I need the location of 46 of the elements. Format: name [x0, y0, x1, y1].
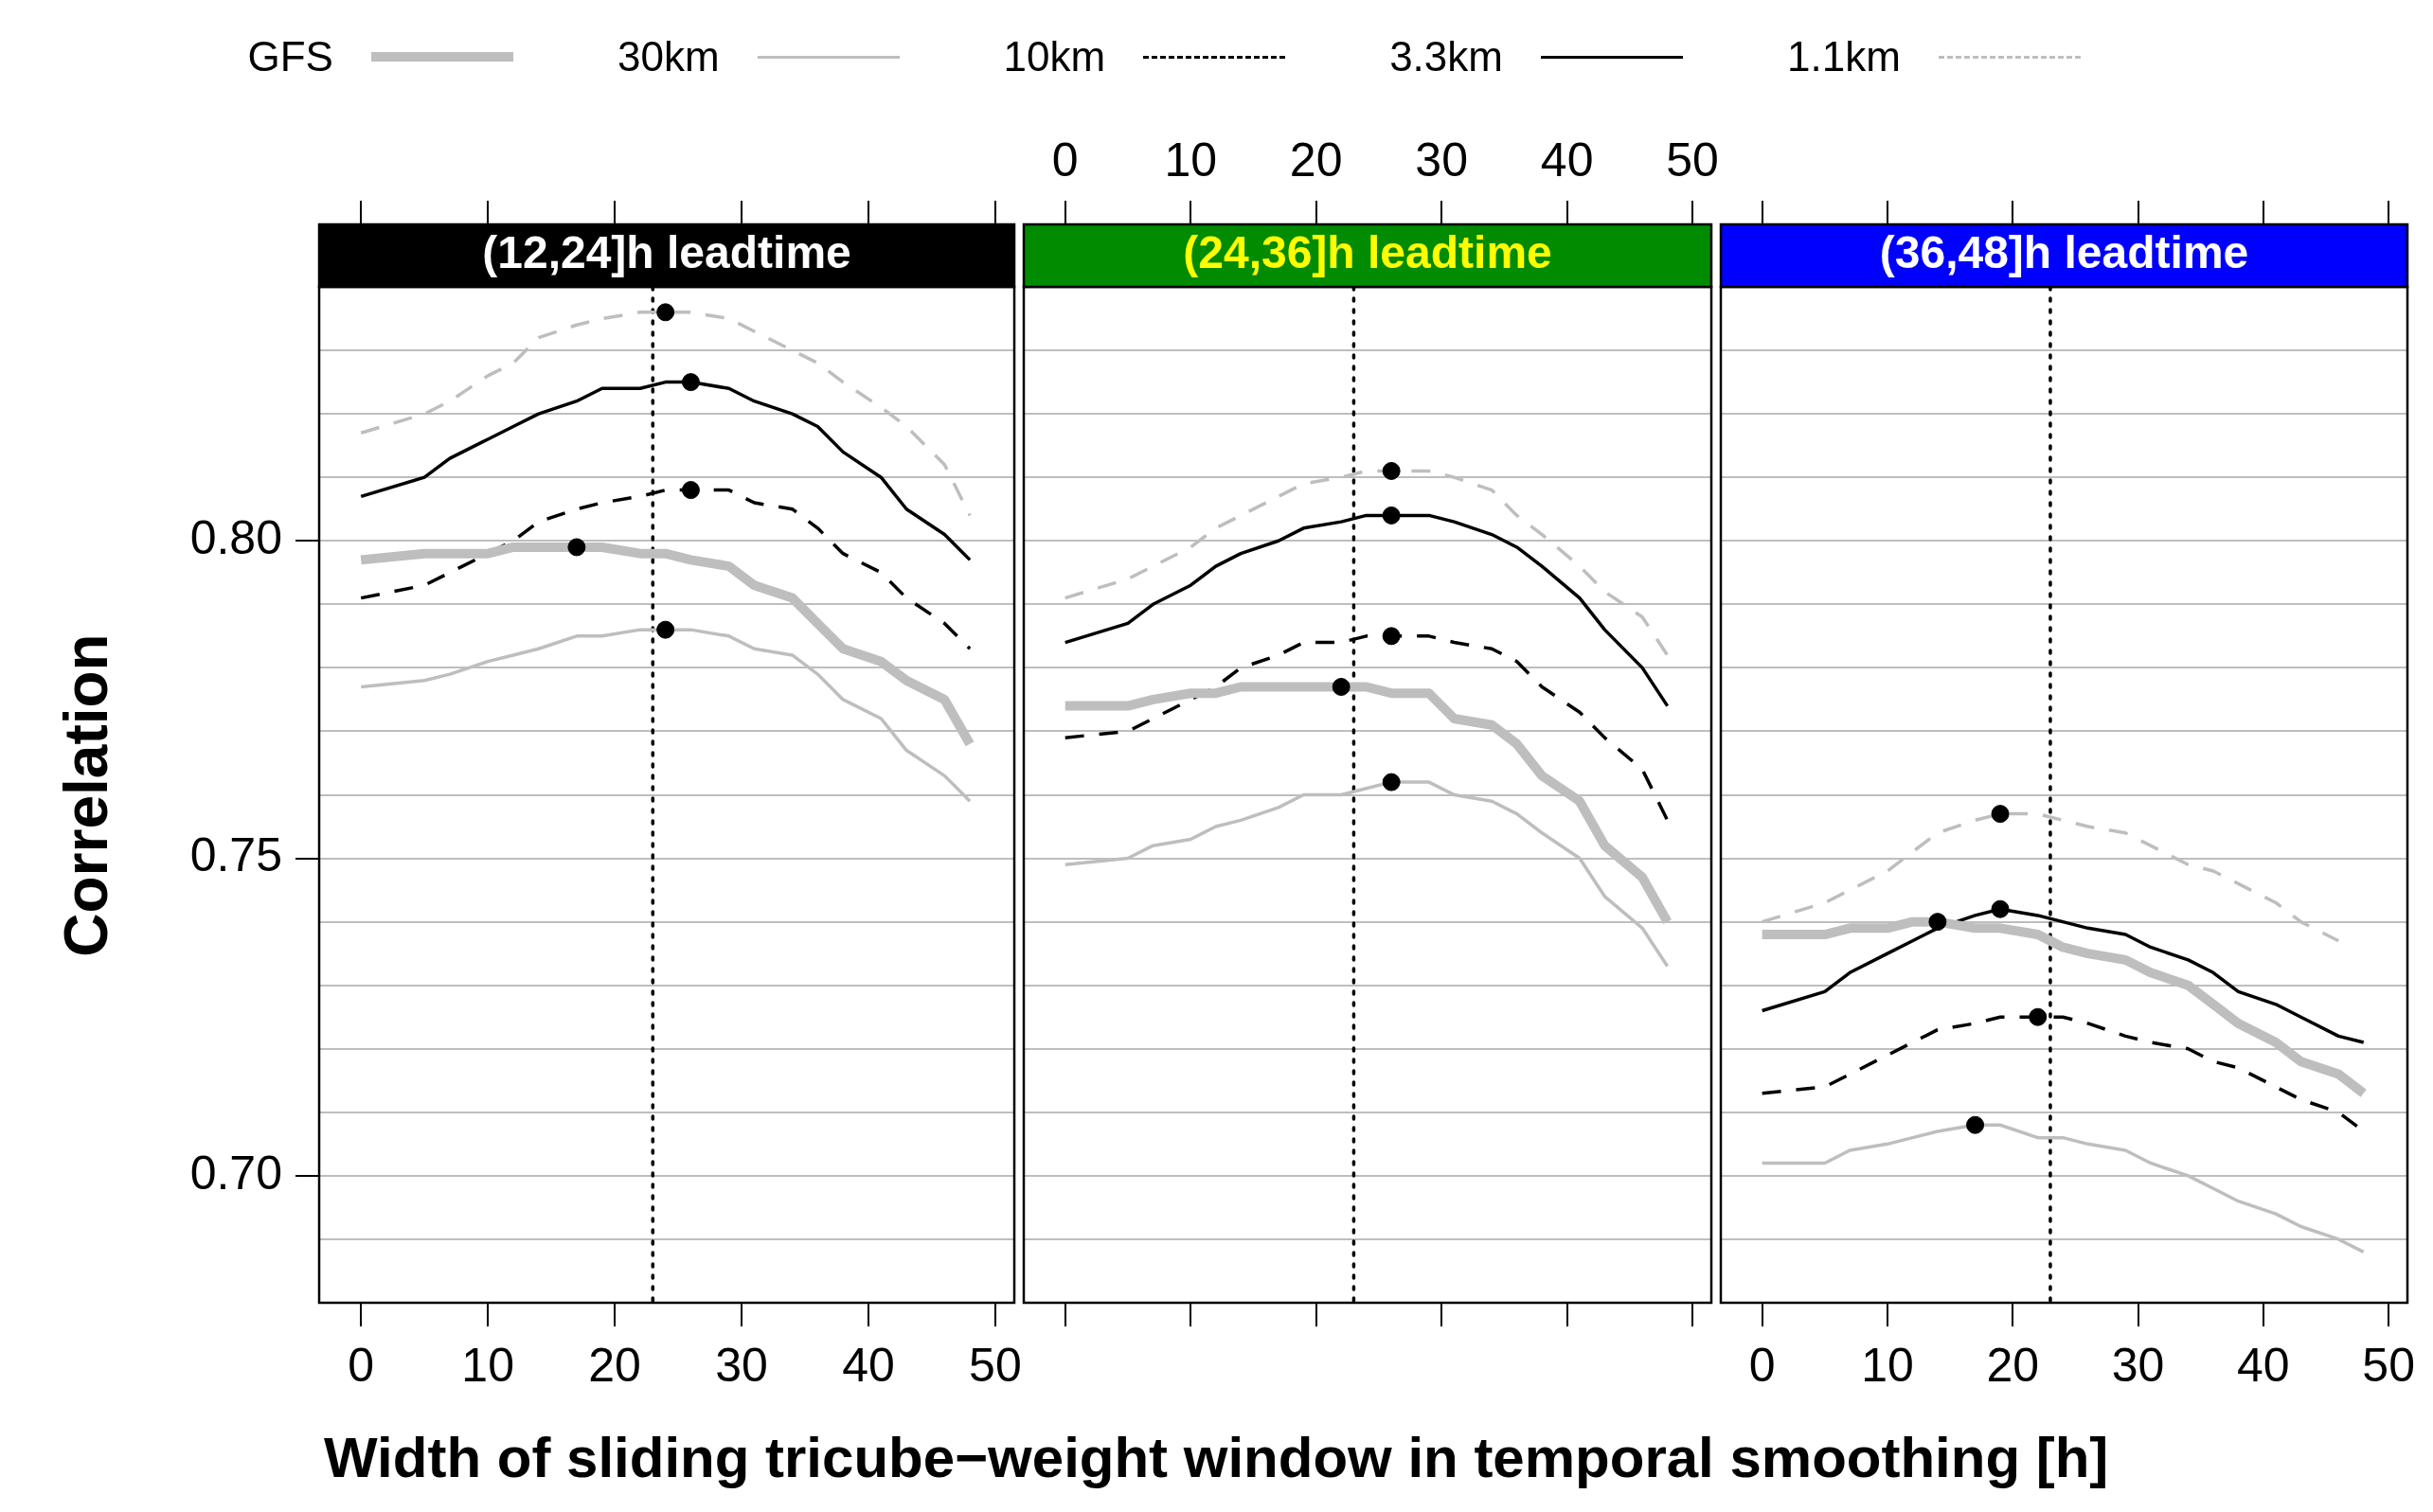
x-tick-label: 10	[1164, 133, 1218, 187]
point	[681, 373, 700, 392]
x-axis-title: Width of sliding tricube−weight window in temporal smoothing [h]	[324, 1425, 2109, 1490]
x-tick-label: 50	[1666, 133, 1719, 187]
point	[1966, 1115, 1985, 1134]
point	[681, 481, 700, 500]
chart-title: (36,48]h leadtime	[1879, 227, 2249, 278]
x-tick-label: 40	[842, 1338, 895, 1392]
chart-title: (12,24]h leadtime	[482, 227, 851, 278]
point	[1382, 506, 1401, 525]
x-tick-label: 40	[1540, 133, 1594, 187]
x-tick-label: 10	[1861, 1338, 1914, 1392]
point	[1928, 913, 1947, 932]
point	[1382, 627, 1401, 646]
point	[656, 620, 675, 639]
point	[1991, 805, 2010, 824]
point	[1332, 677, 1351, 696]
x-tick-label: 20	[588, 1338, 641, 1392]
y-tick-label: 0.75	[189, 828, 282, 882]
legend-label: 10km	[1003, 33, 1106, 80]
point	[1382, 461, 1401, 480]
point	[1991, 899, 2010, 918]
point	[567, 538, 586, 557]
x-tick-label: 50	[969, 1338, 1022, 1392]
x-tick-label: 20	[1289, 133, 1343, 187]
x-tick-label: 30	[715, 1338, 768, 1392]
x-tick-label: 50	[2362, 1338, 2415, 1392]
x-tick-label: 10	[461, 1338, 514, 1392]
legend-label: GFS	[247, 33, 333, 80]
chart-title: (24,36]h leadtime	[1183, 227, 1552, 278]
legend-label: 30km	[617, 33, 720, 80]
point	[1382, 773, 1401, 792]
y-axis-title: Correlation	[50, 633, 121, 957]
legend-label: 1.1km	[1786, 33, 1901, 80]
x-tick-label: 20	[1986, 1338, 2040, 1392]
y-tick-label: 0.70	[189, 1146, 282, 1200]
y-tick-label: 0.80	[189, 511, 282, 565]
x-tick-label: 30	[1415, 133, 1468, 187]
point	[2029, 1007, 2048, 1026]
x-tick-label: 0	[1748, 1338, 1776, 1392]
legend-label: 3.3km	[1389, 33, 1503, 80]
x-tick-label: 0	[1051, 133, 1079, 187]
x-tick-label: 30	[2111, 1338, 2165, 1392]
point	[656, 303, 675, 322]
x-tick-label: 0	[348, 1338, 375, 1392]
x-tick-label: 40	[2237, 1338, 2290, 1392]
